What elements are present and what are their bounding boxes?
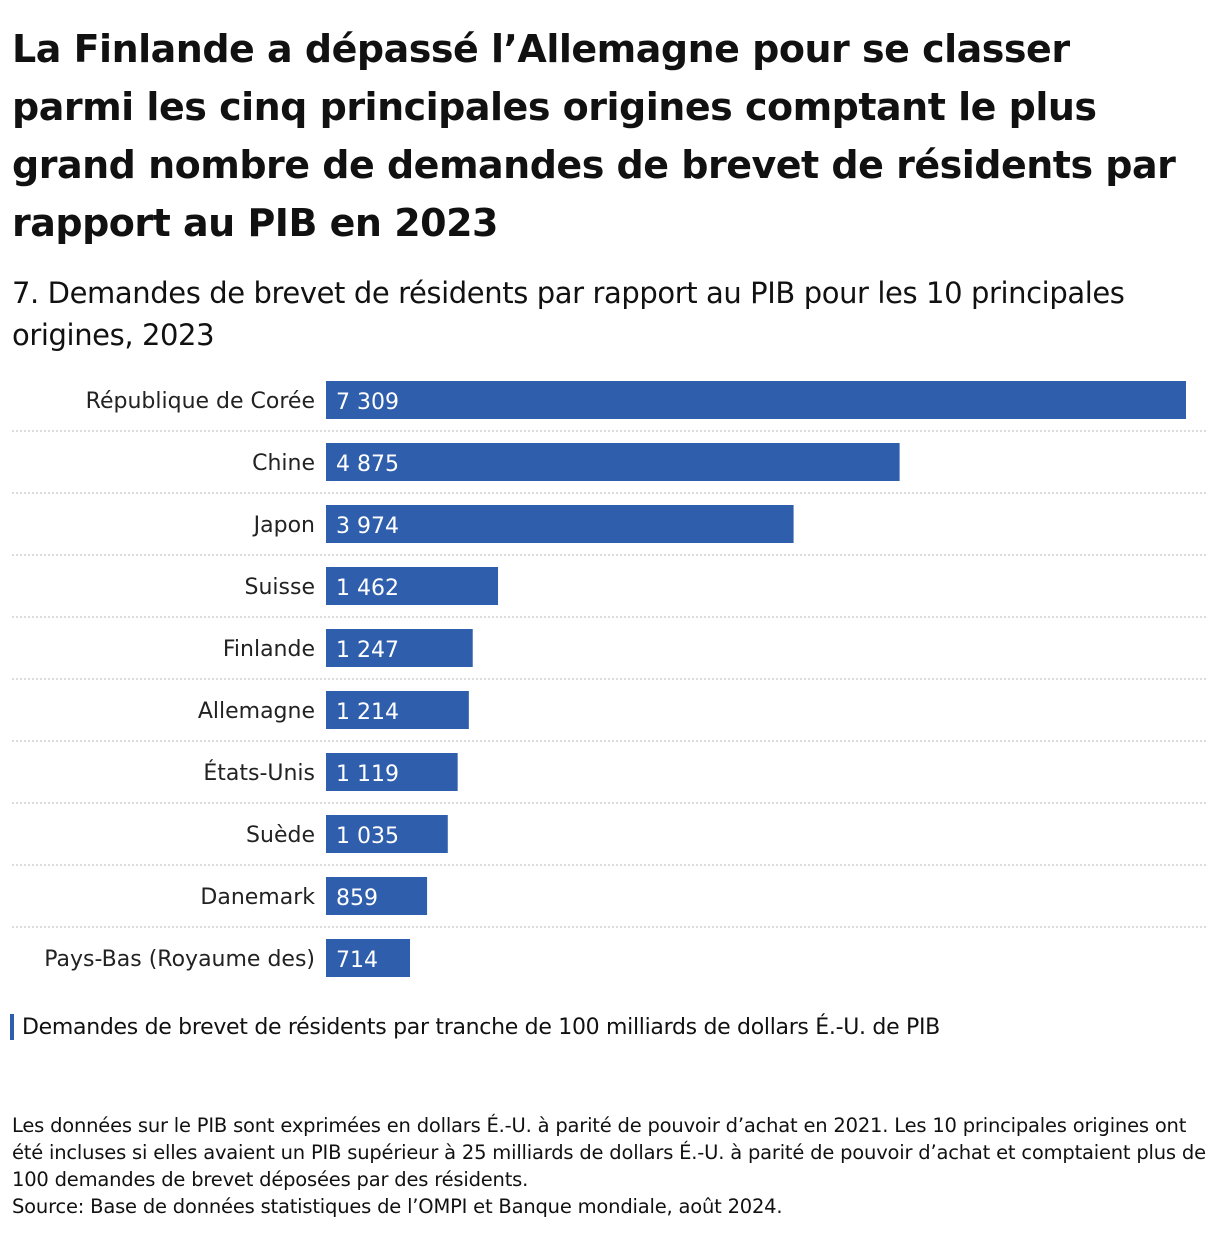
bar — [326, 505, 794, 543]
legend-swatch — [10, 1014, 14, 1040]
value-label: 1 247 — [336, 638, 399, 663]
bar — [326, 753, 458, 791]
category-label: États-Unis — [203, 760, 315, 786]
bar — [326, 629, 473, 667]
category-label: Chine — [252, 451, 315, 476]
bar — [326, 691, 469, 729]
data-note: Les données sur le PIB sont exprimées en… — [12, 1114, 1206, 1191]
bar — [326, 939, 411, 977]
value-label: 714 — [336, 948, 378, 973]
value-label: 1 462 — [336, 576, 399, 601]
category-label: Japon — [252, 513, 315, 538]
category-label: Finlande — [223, 637, 315, 662]
value-label: 1 214 — [336, 700, 399, 725]
value-label: 4 875 — [336, 452, 399, 477]
category-label: Danemark — [200, 885, 315, 910]
value-label: 1 035 — [336, 824, 399, 849]
value-label: 7 309 — [336, 390, 399, 415]
bar — [326, 381, 1186, 419]
bar — [326, 815, 448, 853]
category-label: Allemagne — [198, 699, 315, 724]
bar-chart: République de Corée 7 309 Chine 4 875 Japon 3… — [12, 381, 1208, 977]
legend: Demandes de brevet de résidents par tran… — [10, 1013, 940, 1041]
legend-label: Demandes de brevet de résidents par tran… — [22, 1014, 940, 1040]
category-label: République de Corée — [86, 389, 315, 414]
category-label: Pays-Bas (Royaume des) — [44, 947, 315, 972]
chart-title: La Finlande a dépassé l’Allemagne pour s… — [12, 27, 1176, 245]
value-label: 1 119 — [336, 762, 399, 787]
bar — [326, 567, 499, 605]
value-label: 3 974 — [336, 514, 399, 539]
bar — [326, 877, 428, 915]
value-label: 859 — [336, 886, 378, 911]
bar — [326, 443, 900, 481]
source-note: Source: Base de données statistiques de … — [12, 1195, 783, 1218]
category-label: Suède — [246, 823, 315, 848]
chart-subtitle: 7. Demandes de brevet de résidents par r… — [12, 276, 1125, 352]
category-label: Suisse — [245, 575, 315, 600]
footnotes: Les données sur le PIB sont exprimées en… — [12, 1112, 1212, 1220]
